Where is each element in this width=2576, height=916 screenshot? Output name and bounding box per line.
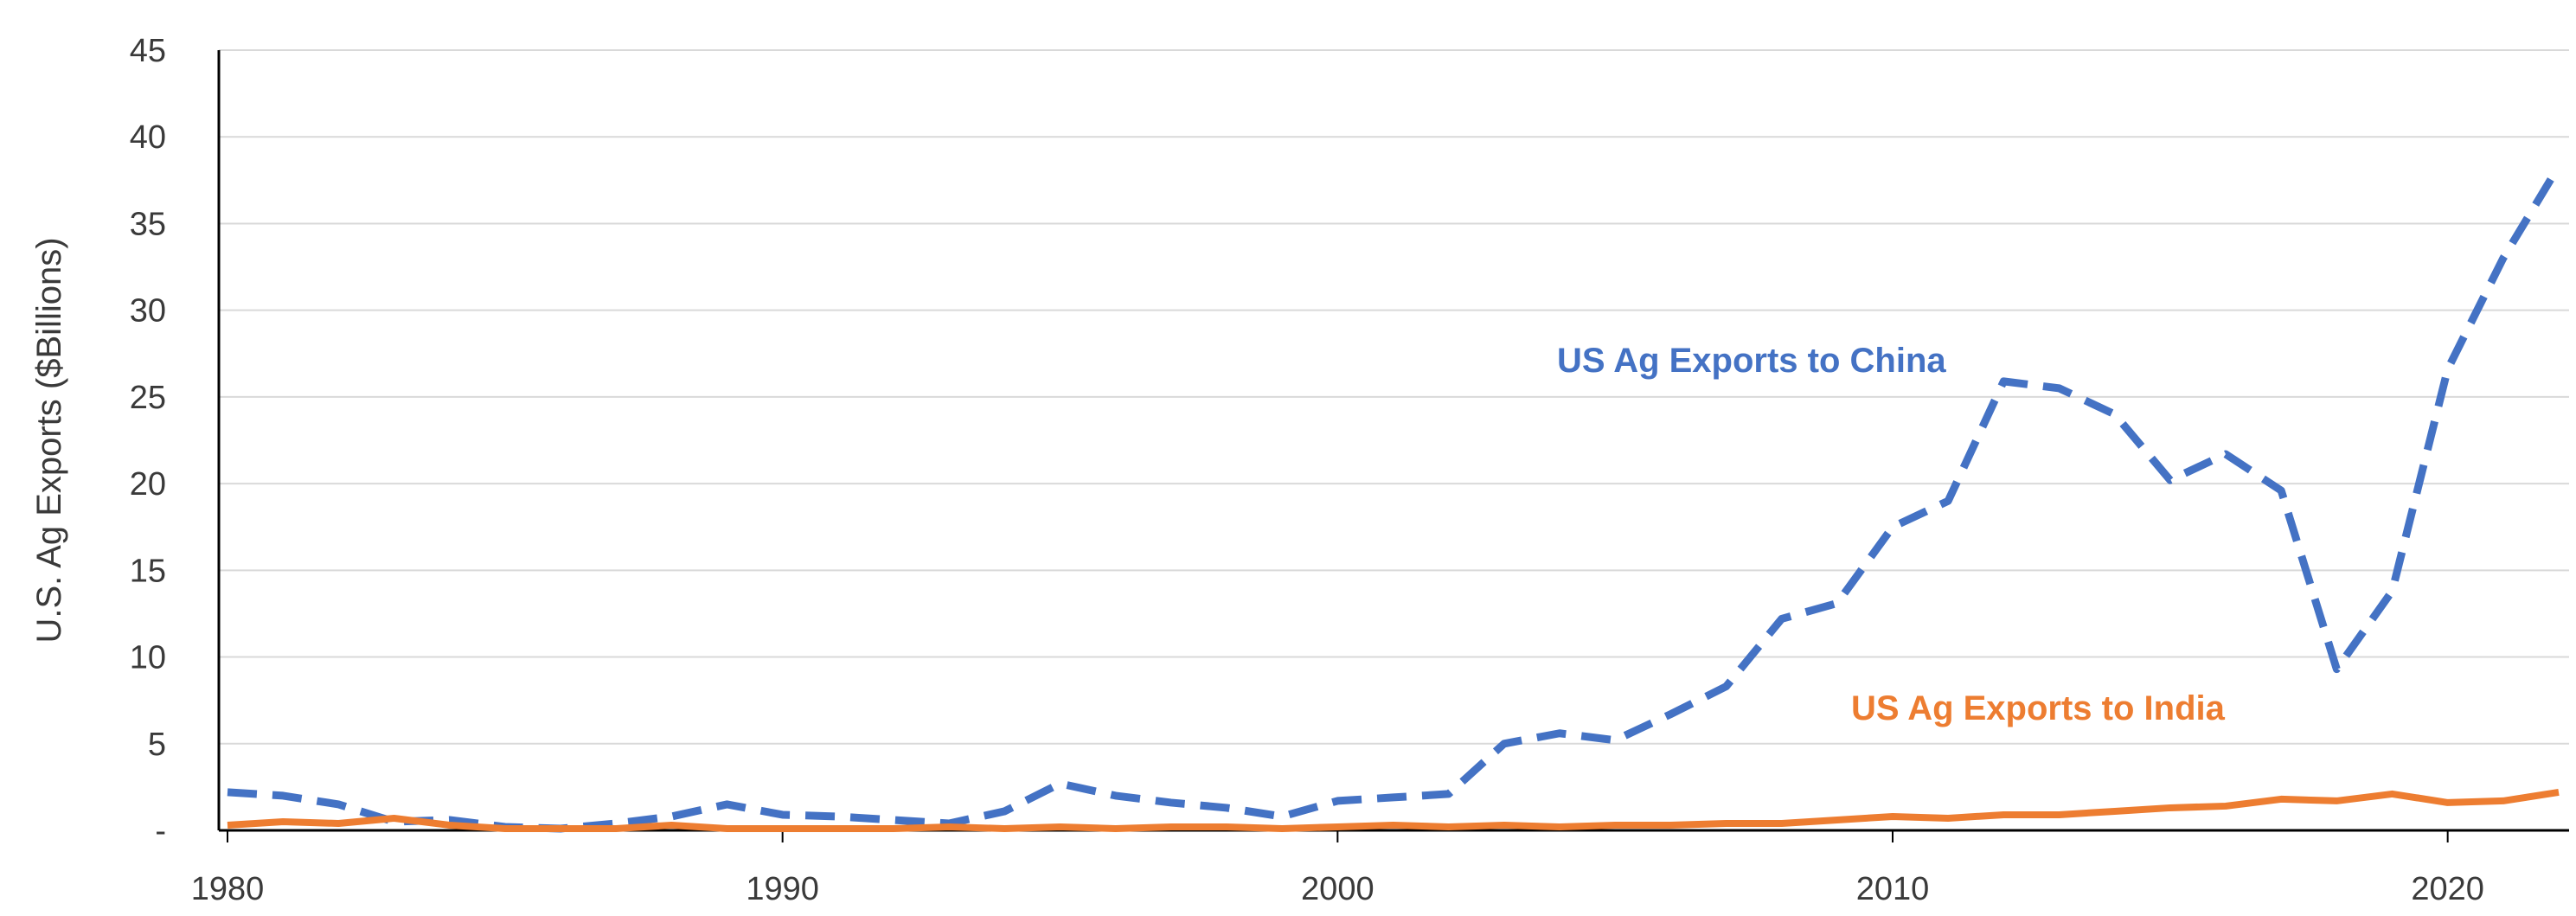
- y-tick-label: 30: [130, 293, 166, 330]
- series-lines: [227, 163, 2562, 833]
- series-line-india: [227, 788, 2560, 832]
- axes: - 5 10 15 20 25 30 35 40 45 1980 1990 2000 2010 2020 U.…: [30, 33, 2569, 907]
- x-tick-label: 2020: [2411, 871, 2484, 907]
- gridlines: [219, 49, 2569, 745]
- x-tick-label: 2000: [1301, 871, 1375, 907]
- labels: US Ag Exports to China US Ag Exports to I…: [1557, 342, 2226, 727]
- series-label-china: US Ag Exports to China: [1557, 342, 1946, 380]
- y-tick-label: 25: [130, 380, 166, 416]
- series-label-india: US Ag Exports to India: [1851, 689, 2226, 727]
- y-tick-label: -: [155, 813, 166, 849]
- y-tick-label: 10: [130, 640, 166, 676]
- y-tick-label: 15: [130, 553, 166, 589]
- y-tick-label: 5: [148, 727, 166, 763]
- y-axis-title: U.S. Ag Exports ($Billions): [30, 237, 68, 643]
- x-tick-label: 1980: [191, 871, 265, 907]
- y-tick-label: 40: [130, 119, 166, 156]
- series-line-china: [227, 163, 2562, 833]
- y-tick-label: 20: [130, 466, 166, 503]
- y-tick-label: 45: [130, 33, 166, 69]
- y-tick-label: 35: [130, 206, 166, 242]
- x-tick-label: 1990: [746, 871, 819, 907]
- x-tick-label: 2010: [1856, 871, 1930, 907]
